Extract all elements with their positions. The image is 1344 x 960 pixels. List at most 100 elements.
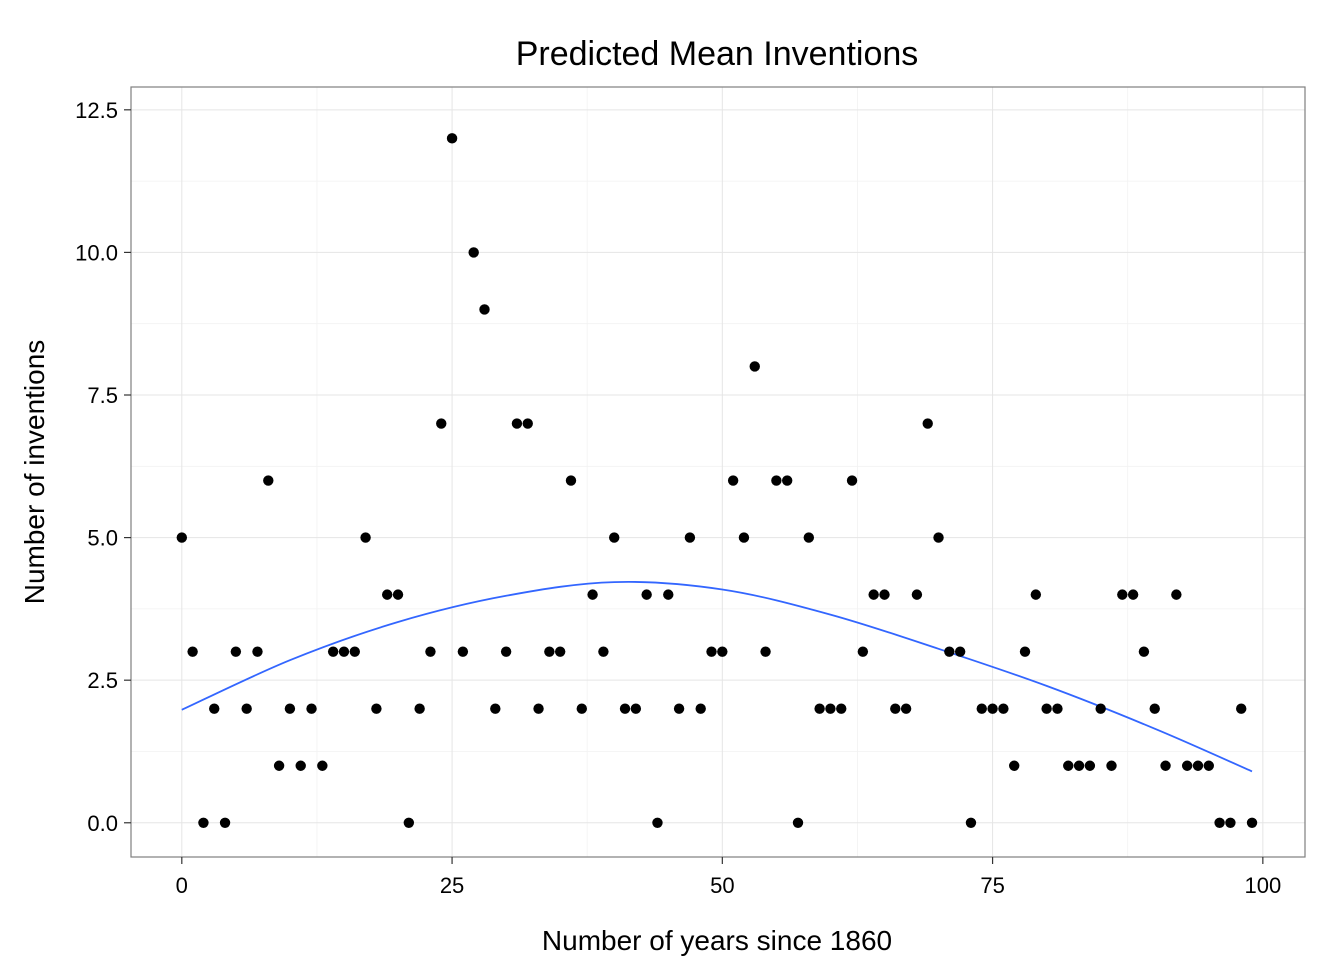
fit-layer bbox=[181, 581, 1253, 773]
data-point bbox=[219, 817, 231, 828]
data-point bbox=[760, 646, 771, 657]
data-point bbox=[598, 646, 609, 657]
data-point bbox=[587, 589, 598, 600]
x-axis: 0 25 50 75 100 bbox=[176, 857, 1281, 898]
data-point bbox=[241, 703, 252, 714]
data-point bbox=[944, 646, 955, 657]
y-tick-label: 0.0 bbox=[87, 811, 118, 836]
data-point bbox=[187, 646, 198, 657]
data-point bbox=[1073, 760, 1085, 771]
data-point bbox=[868, 589, 879, 600]
data-point bbox=[479, 304, 490, 315]
data-point bbox=[1030, 589, 1042, 600]
predicted-mean-curve bbox=[181, 581, 1253, 773]
y-tick-label: 2.5 bbox=[87, 668, 118, 693]
data-point bbox=[371, 703, 382, 714]
data-point bbox=[706, 646, 717, 657]
data-point bbox=[792, 817, 804, 828]
data-point bbox=[825, 703, 836, 714]
data-point bbox=[230, 646, 242, 657]
data-point bbox=[1084, 760, 1096, 771]
data-point bbox=[1009, 760, 1020, 771]
data-point bbox=[1236, 703, 1247, 714]
data-point bbox=[933, 532, 944, 543]
data-point bbox=[1181, 760, 1193, 771]
data-point bbox=[890, 703, 901, 714]
data-point bbox=[641, 589, 652, 600]
data-point bbox=[1160, 760, 1171, 771]
data-point bbox=[338, 646, 350, 657]
data-point bbox=[1063, 760, 1074, 771]
data-point bbox=[414, 703, 425, 714]
data-point bbox=[533, 703, 544, 714]
data-point bbox=[1192, 760, 1204, 771]
data-point bbox=[1246, 817, 1258, 828]
data-point bbox=[554, 646, 566, 657]
x-tick-label: 25 bbox=[440, 873, 464, 898]
data-point bbox=[803, 532, 815, 543]
data-point bbox=[695, 703, 706, 714]
data-point bbox=[457, 646, 469, 657]
data-point bbox=[630, 703, 642, 714]
data-point bbox=[446, 133, 458, 144]
data-point bbox=[263, 475, 274, 486]
data-point bbox=[252, 646, 263, 657]
data-point bbox=[717, 646, 728, 657]
data-point bbox=[1019, 646, 1031, 657]
data-point bbox=[1203, 760, 1214, 771]
data-point bbox=[965, 817, 977, 828]
data-point bbox=[1138, 646, 1150, 657]
data-point bbox=[273, 760, 285, 771]
data-point bbox=[1127, 589, 1139, 600]
chart-title: Predicted Mean Inventions bbox=[516, 35, 919, 73]
data-point bbox=[609, 532, 620, 543]
data-point bbox=[1149, 703, 1160, 714]
data-point bbox=[663, 589, 674, 600]
data-point bbox=[176, 532, 188, 543]
data-point bbox=[998, 703, 1009, 714]
data-point bbox=[814, 703, 825, 714]
data-point bbox=[673, 703, 685, 714]
data-point bbox=[468, 247, 479, 258]
data-point bbox=[738, 532, 750, 543]
y-tick-label: 10.0 bbox=[75, 240, 118, 265]
data-point bbox=[1041, 703, 1052, 714]
data-point bbox=[1106, 760, 1117, 771]
data-point bbox=[1117, 589, 1128, 600]
data-point bbox=[425, 646, 436, 657]
data-point bbox=[1225, 817, 1236, 828]
x-tick-label: 75 bbox=[980, 873, 1004, 898]
y-axis-label: Number of inventions bbox=[19, 340, 50, 605]
data-point bbox=[987, 703, 998, 714]
data-point bbox=[857, 646, 869, 657]
data-point bbox=[511, 418, 523, 429]
data-point bbox=[727, 475, 739, 486]
x-tick-label: 50 bbox=[710, 873, 734, 898]
data-point bbox=[576, 703, 587, 714]
data-point bbox=[879, 589, 890, 600]
data-point bbox=[490, 703, 501, 714]
data-point bbox=[198, 817, 209, 828]
data-point bbox=[900, 703, 912, 714]
data-point bbox=[922, 418, 933, 429]
data-point bbox=[1171, 589, 1182, 600]
data-point bbox=[317, 760, 328, 771]
data-point bbox=[382, 589, 393, 600]
y-tick-label: 12.5 bbox=[75, 98, 118, 123]
major-gridlines bbox=[131, 87, 1305, 857]
data-point bbox=[295, 760, 306, 771]
data-point bbox=[209, 703, 220, 714]
data-point bbox=[836, 703, 847, 714]
data-point bbox=[349, 646, 360, 657]
data-point bbox=[1052, 703, 1063, 714]
data-point bbox=[306, 703, 317, 714]
data-point bbox=[436, 418, 447, 429]
data-point bbox=[684, 532, 696, 543]
data-point bbox=[1214, 817, 1225, 828]
data-point bbox=[976, 703, 987, 714]
data-point bbox=[544, 646, 555, 657]
data-point bbox=[652, 817, 663, 828]
data-point bbox=[522, 418, 533, 429]
